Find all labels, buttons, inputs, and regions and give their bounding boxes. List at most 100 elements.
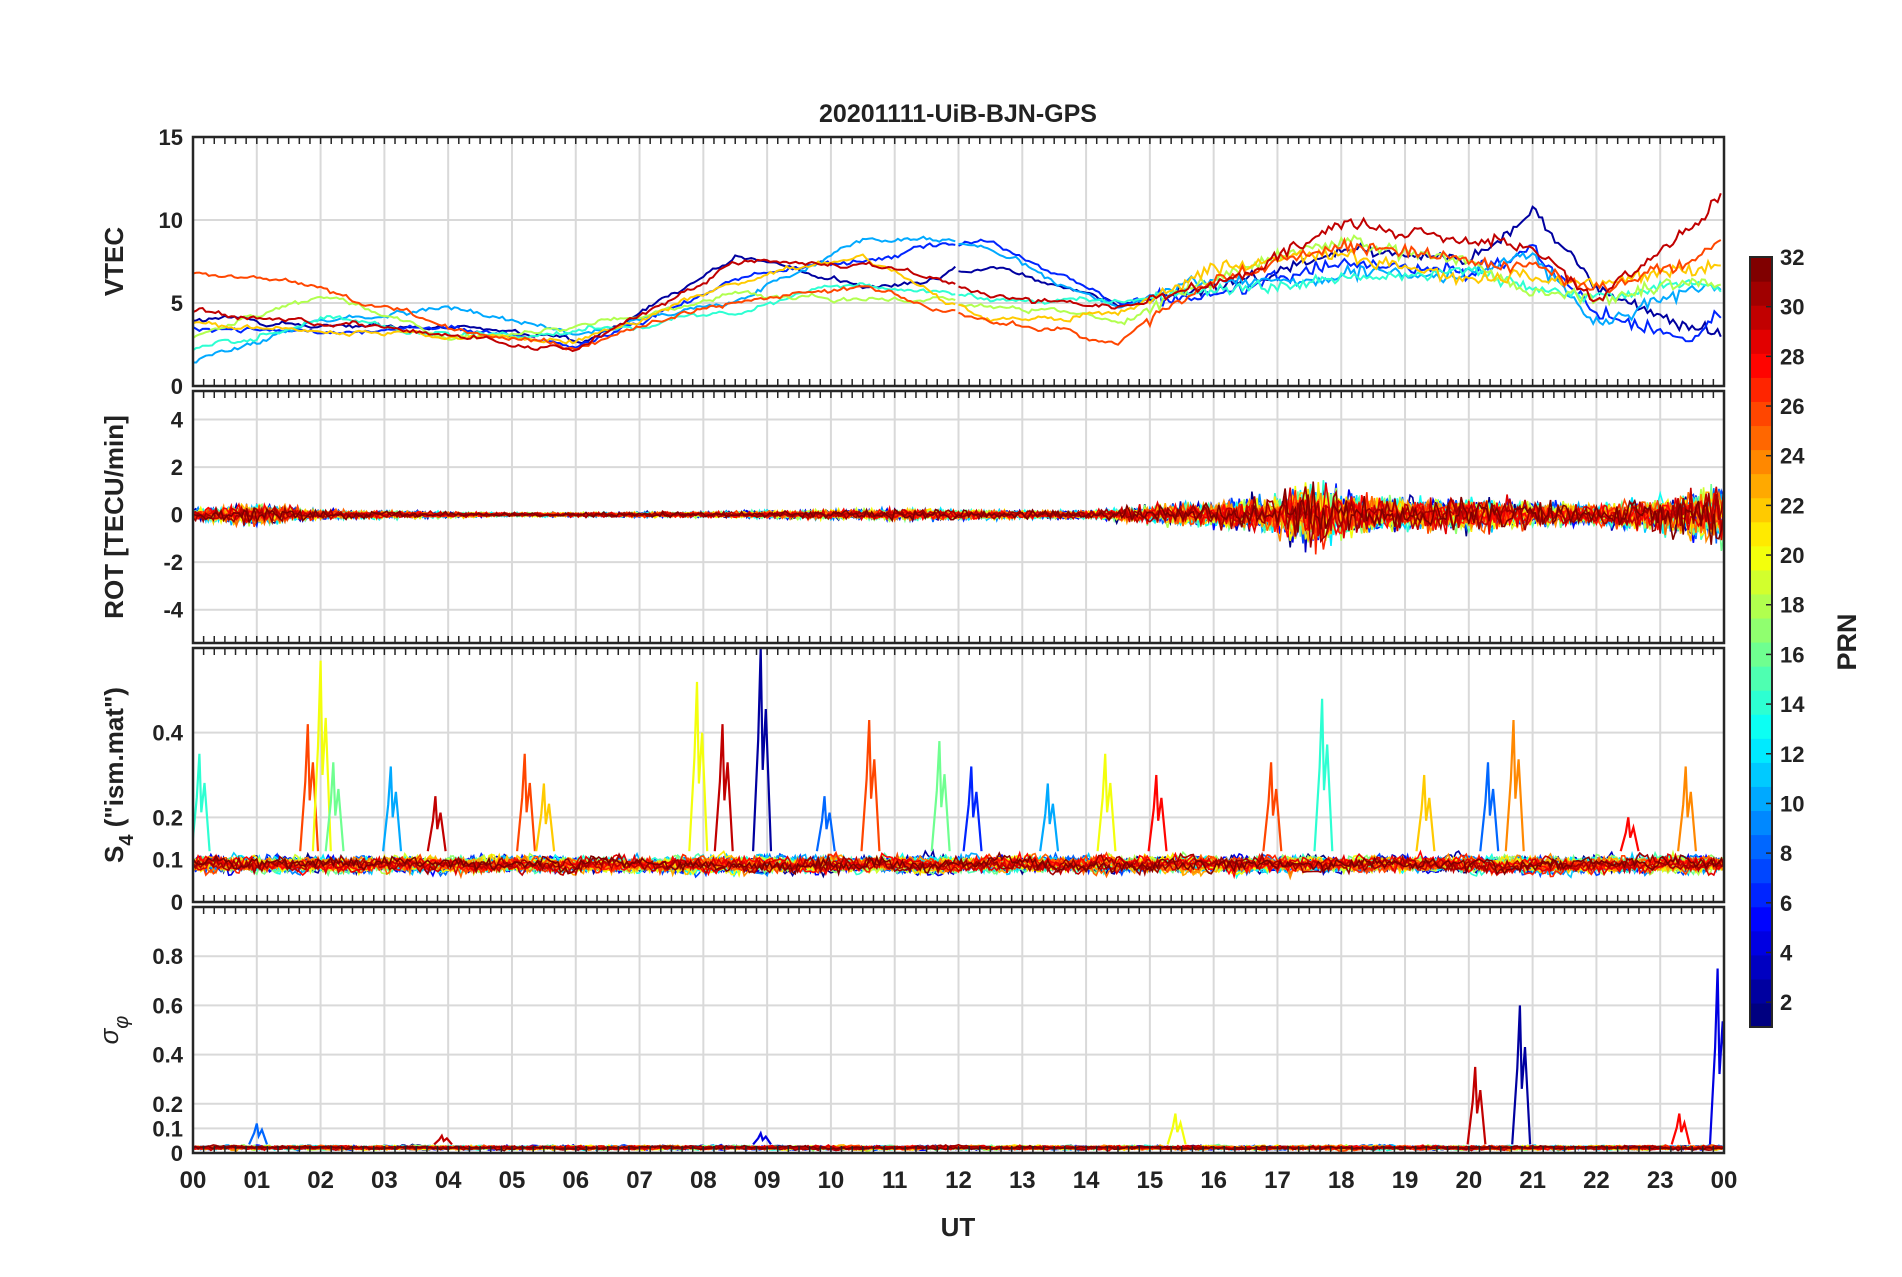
colorbar-tick-label: 24 [1780,444,1805,469]
colorbar-swatch [1750,1002,1772,1028]
x-tick-label: 13 [1009,1167,1036,1194]
series-group [193,480,1724,555]
minor-ticks [192,648,1725,902]
colorbar-swatch [1750,497,1772,523]
x-tick-label: 07 [626,1167,653,1194]
colorbar-swatch [1750,738,1772,763]
x-tick-label: 10 [818,1167,845,1194]
series-peak-prn-14 [1313,698,1334,852]
series-line-prn-32 [193,481,1724,545]
x-tick-label: 19 [1392,1167,1419,1194]
series-line-prn-26 [193,271,956,351]
series-peak-prn-20 [1166,1113,1187,1145]
series-line-prn-18 [193,290,956,341]
x-tick-label: 04 [435,1167,462,1194]
x-tick-label: 11 [882,1167,907,1194]
series-peak-prn-10 [1039,783,1060,852]
colorbar-swatch [1750,257,1772,282]
x-axis-label: UT [941,1212,976,1242]
colorbar-tick-label: 4 [1780,940,1793,965]
x-tick-label: 06 [562,1167,589,1194]
x-tick-label: 03 [371,1167,398,1194]
series-peak-prn-26 [516,753,536,852]
series-peak-prn-4 [752,1130,772,1146]
y-axis-label-main: S [99,846,129,863]
series-peak-prn-24 [1677,766,1697,852]
series-peak-prn-2 [752,648,773,852]
series-peak-prn-8 [1479,762,1500,852]
series-peak-prn-30 [426,796,447,852]
colorbar-swatch [1750,329,1772,354]
x-tick-label: 00 [180,1167,207,1194]
colorbar-swatch [1750,642,1772,667]
series-line-prn-10 [193,235,956,364]
colorbar-tick-label: 32 [1780,245,1804,270]
series-peak-prn-2 [1511,1005,1532,1145]
x-tick-label: 00 [1711,1167,1738,1194]
series-line-prn-31 [193,851,1724,877]
series-peak-prn-30 [713,724,734,852]
series-peak-prn-20 [688,681,709,852]
colorbar-tick-label: 16 [1780,642,1804,667]
x-tick-label: 12 [945,1167,972,1194]
colorbar-tick-label: 22 [1780,493,1804,518]
y-tick-label: 10 [159,208,183,233]
series-peak-prn-20 [311,660,332,852]
x-tick-label: 01 [243,1167,270,1194]
colorbar-swatch [1750,377,1772,402]
series-group [193,648,1724,881]
colorbar-swatch [1750,305,1772,330]
x-tick-label: 15 [1137,1167,1164,1194]
y-tick-label: -2 [163,550,183,575]
y-axis-label-rest: ("ism.mat") [99,687,129,834]
y-tick-label: 0.4 [152,721,183,746]
y-tick-label: 0 [171,1141,183,1166]
x-tick-label: 08 [690,1167,717,1194]
colorbar-swatch [1750,353,1772,378]
series-line-prn-30 [193,855,1724,877]
series-line-prn-26 [958,236,1722,346]
colorbar-tick-label: 28 [1780,344,1804,369]
series-line-prn-14 [193,282,956,352]
series-peak-prn-26 [1262,762,1283,852]
x-tick-label: 05 [499,1167,526,1194]
series-peak-prn-30 [1466,1066,1487,1145]
colorbar-swatch [1750,521,1772,547]
y-tick-label: 0 [171,890,183,915]
y-axis-label-sub: φ [111,1016,133,1029]
series-peak-prn-8 [815,796,836,852]
chart-title: 20201111-UiB-BJN-GPS [819,100,1097,128]
colorbar-swatch [1750,473,1772,499]
y-tick-label: 15 [159,125,183,150]
colorbar-swatch [1750,786,1772,812]
x-tick-label: 02 [307,1167,334,1194]
y-tick-label: 0.4 [152,1043,183,1068]
colorbar-swatch [1750,666,1772,691]
series-peak-prn-10 [382,766,403,852]
series-peak-prn-28 [1147,774,1168,852]
x-tick-label: 21 [1519,1167,1546,1194]
colorbar-swatch [1750,762,1772,787]
series-peak-prn-22 [535,783,556,852]
y-tick-label: 0.1 [152,848,183,873]
series-peak-prn-14 [193,753,211,852]
colorbar-frame [1749,256,1773,1028]
series-line-prn-2 [193,254,956,345]
panel-rot: -4 -2 0 2 4 ROT [TECU/min] [99,389,1726,645]
series-group [193,192,1722,364]
colorbar-swatch [1750,882,1772,908]
series-peak-prn-22 [1415,774,1436,852]
colorbar-tick-label: 12 [1780,742,1804,767]
y-tick-label: 0 [171,503,183,528]
series-peak-prn-28 [1670,1113,1691,1145]
y-tick-label: 5 [171,291,183,316]
y-axis-label-main: σ [94,1027,124,1044]
colorbar-label: PRN [1832,613,1862,670]
colorbar-tick-label: 8 [1780,841,1792,866]
colorbar-swatch [1750,978,1772,1004]
x-tick-label: 17 [1264,1167,1291,1194]
colorbar-swatch [1750,954,1772,980]
